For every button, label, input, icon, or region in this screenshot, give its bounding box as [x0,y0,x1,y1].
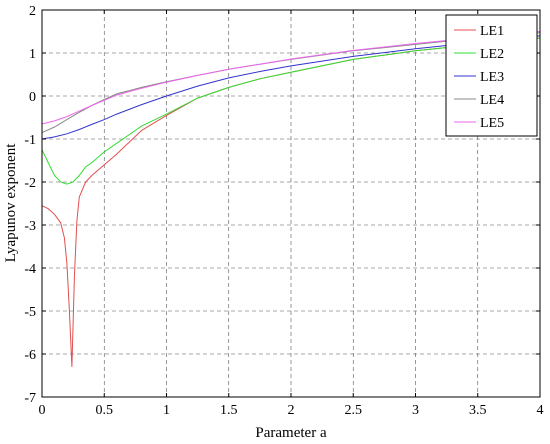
axis-ticks: 0 0.5 1 1.5 2 2.5 3 3.5 4 -7 -6 -5 -4 -3 -2 -1 0 1 2 [24,4,543,418]
y-tick-label: 1 [29,47,36,62]
legend-label-le3: LE3 [480,70,504,85]
series-lines [41,31,541,367]
y-tick-label: 2 [29,4,36,19]
y-tick-label: 0 [29,90,36,105]
series-line-le5 [41,31,541,125]
legend: LE1 LE2 LE3 LE4 LE5 [445,14,538,137]
y-tick-label: -4 [24,262,36,277]
y-tick-label: -7 [24,391,36,406]
x-tick-label: 3 [412,403,419,418]
x-axis-title: Parameter a [255,425,327,441]
x-tick-label: 0 [39,403,46,418]
x-tick-label: 3.5 [469,403,487,418]
y-tick-label: -3 [24,219,36,234]
legend-label-le5: LE5 [480,116,504,131]
legend-label-le4: LE4 [480,93,504,108]
legend-label-le1: LE1 [480,24,504,39]
y-tick-label: -6 [24,348,36,363]
series-line-le2 [41,37,541,185]
x-tick-label: 4 [537,403,544,418]
x-tick-label: 0.5 [96,403,114,418]
y-tick-label: -1 [24,133,36,148]
y-tick-label: -2 [24,176,36,191]
y-tick-label: -5 [24,305,36,320]
legend-label-le2: LE2 [480,47,504,62]
x-tick-label: 1 [163,403,170,418]
x-tick-label: 2.5 [345,403,363,418]
x-tick-label: 2 [288,403,295,418]
x-tick-label: 1.5 [220,403,238,418]
y-axis-title: Lyapunov exponent [3,143,19,263]
series-line-le3 [41,35,541,140]
